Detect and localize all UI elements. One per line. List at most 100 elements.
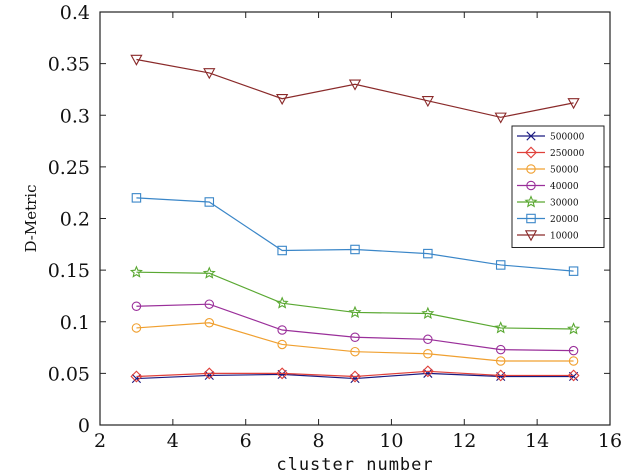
y-tick-label: 0.15 [48,260,90,282]
data-point-20000 [131,193,142,203]
legend-entry: 250000 [517,146,585,159]
x-tick-label: 2 [94,430,106,452]
data-point-30000 [421,306,435,320]
series-layer [129,54,581,384]
series-10000 [130,54,580,124]
data-point-20000 [423,248,433,259]
data-point-250000 [421,365,434,378]
data-point-30000 [348,305,362,318]
data-point-500000 [131,373,142,384]
x-tick-label: 10 [379,430,403,452]
series-line-10000 [136,58,574,118]
data-point-250000 [130,370,143,383]
data-point-50000 [495,356,506,366]
y-axis-title: D-Metric [22,184,40,252]
data-point-500000 [204,370,214,381]
y-tick-label: 0 [78,415,90,437]
legend-label: 20000 [550,215,579,225]
series-line-50000 [136,322,574,362]
data-point-250000 [203,367,216,380]
y-axis-ticks: 0 0.05 0.1 0.15 0.2 0.25 0.3 0.35 0.4 [48,2,610,437]
data-point-250000 [349,370,361,383]
data-point-40000 [277,325,287,335]
y-tick-label: 0.4 [60,2,90,24]
data-point-50000 [277,339,287,350]
y-tick-label: 0.05 [48,363,90,385]
series-250000 [130,365,580,383]
legend-entry: 10000 [517,230,579,242]
series-40000 [131,299,579,356]
y-tick-label: 0.25 [48,157,90,179]
legend-marker [524,230,538,242]
x-tick-label: 8 [313,430,325,452]
x-tick-label: 12 [452,430,476,452]
data-point-40000 [568,345,579,356]
legend: 500000 250000 50000 40000 30000 20000 10000 [511,125,605,248]
series-line-30000 [136,271,574,330]
data-point-30000 [567,322,581,335]
data-point-40000 [350,332,360,342]
legend-entry: 50000 [517,164,579,176]
data-point-50000 [423,349,433,359]
x-tick-label: 6 [240,430,252,452]
series-20000 [131,193,579,276]
series-line-40000 [136,303,574,352]
y-tick-label: 0.1 [60,312,90,334]
data-point-10000 [494,112,507,124]
legend-marker [526,180,536,191]
data-point-10000 [130,54,143,66]
data-point-30000 [129,265,143,278]
data-point-50000 [568,356,579,366]
x-axis-ticks: 2 4 6 8 10 12 14 16 [94,12,622,452]
data-point-20000 [277,245,287,256]
data-point-250000 [494,369,507,382]
legend-entry: 30000 [517,195,579,209]
data-point-20000 [495,260,506,270]
legend-marker [524,195,538,208]
data-point-30000 [275,296,289,309]
series-line-250000 [136,370,574,378]
data-point-20000 [350,244,360,255]
data-point-50000 [350,346,360,357]
series-30000 [129,265,581,335]
data-point-50000 [204,318,215,328]
data-point-50000 [131,323,142,333]
legend-entry: 20000 [517,213,579,225]
data-point-40000 [495,344,506,355]
data-point-10000 [421,96,434,108]
data-point-40000 [131,301,142,312]
data-point-250000 [567,369,580,382]
legend-entry: 40000 [517,180,579,192]
series-50000 [131,318,579,366]
legend-marker [526,164,536,174]
data-point-20000 [204,197,215,207]
legend-label: 40000 [550,182,579,192]
data-point-250000 [276,367,289,380]
data-point-30000 [202,266,216,279]
data-point-500000 [423,368,433,378]
y-tick-label: 0.3 [60,105,90,127]
legend-marker [526,131,536,141]
data-point-10000 [203,68,216,80]
legend-label: 250000 [550,149,585,159]
legend-label: 10000 [550,232,579,242]
x-tick-label: 14 [525,430,549,452]
legend-marker [526,213,536,224]
data-point-20000 [568,266,579,276]
data-point-40000 [423,334,433,345]
series-line-20000 [136,197,574,272]
legend-label: 50000 [550,166,579,176]
x-tick-label: 16 [598,430,622,452]
x-axis-title: cluster number [276,455,433,475]
y-tick-label: 0.2 [60,209,90,231]
data-point-10000 [276,93,289,106]
data-point-40000 [204,299,215,309]
data-point-10000 [567,98,580,110]
legend-label: 500000 [550,133,585,143]
legend-marker [525,146,537,159]
legend-label: 30000 [550,199,579,209]
y-tick-label: 0.35 [48,54,90,76]
x-tick-label: 4 [167,430,179,452]
data-point-10000 [348,79,362,91]
